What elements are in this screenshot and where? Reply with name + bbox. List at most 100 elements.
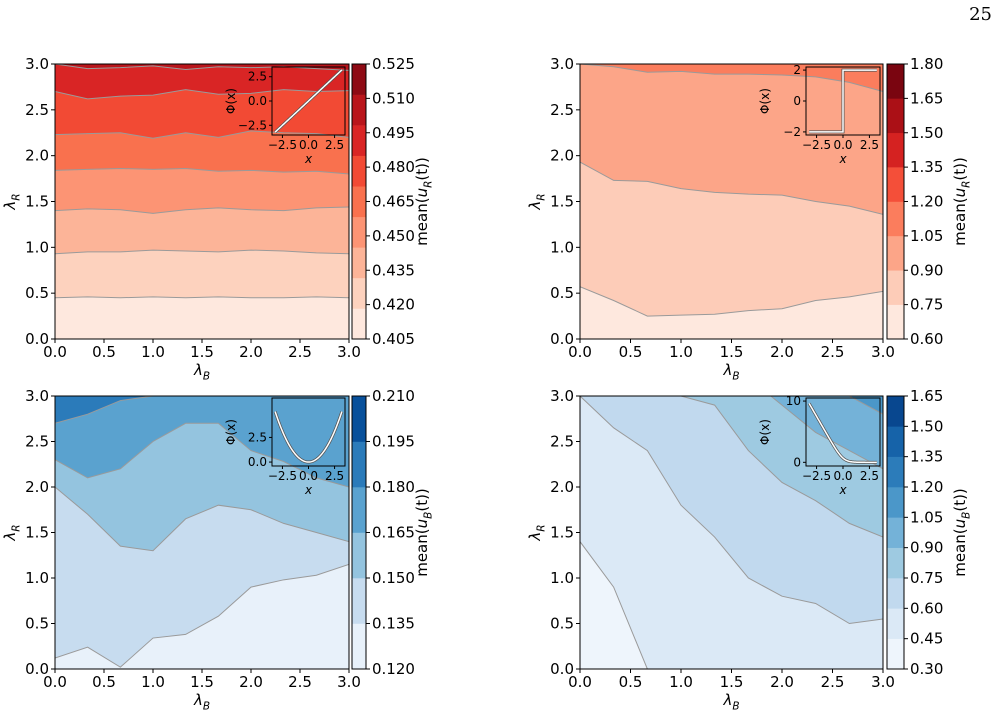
x-tick-label: 0.5: [619, 673, 643, 691]
y-tick-label: 0.0: [550, 330, 574, 348]
x-tick-label: 2.0: [770, 673, 794, 691]
y-tick-label: 0.0: [25, 330, 49, 348]
x-tick-label: 0.0: [43, 673, 67, 691]
colorbar-tick-label: 0.435: [372, 261, 415, 279]
colorbar-swatch: [352, 247, 366, 279]
colorbar-tick-label: 0.90: [910, 539, 943, 557]
x-tick-label: 0.0: [568, 673, 592, 691]
x-tick-label: 3.0: [337, 343, 361, 361]
colorbar-tick-label: 0.30: [910, 660, 943, 678]
y-axis-label: λR: [526, 524, 548, 541]
x-tick-label: 2.5: [288, 673, 312, 691]
inset-x-tick-label: −2.5: [268, 469, 297, 483]
y-tick-label: 2.0: [25, 478, 49, 496]
inset: −2.5 0.0 2.5 −2 0 2 x Φ(x): [758, 63, 881, 166]
x-tick-label: 1.0: [141, 343, 165, 361]
colorbar-swatch: [352, 155, 366, 187]
x-tick-label: 0.0: [568, 343, 592, 361]
colorbar-tick-label: 0.45: [910, 630, 943, 648]
colorbar-tick-label: 0.510: [372, 89, 415, 107]
colorbar-swatch: [352, 441, 366, 488]
inset-x-tick-label: −2.5: [268, 138, 297, 152]
y-tick-label: 1.5: [550, 524, 574, 542]
colorbar-label: mean(uR(t)): [951, 157, 973, 246]
x-tick-label: 0.0: [43, 343, 67, 361]
contour-line-4: [55, 130, 349, 139]
page-number: 25: [969, 4, 992, 25]
inset-y-tick-label: 0: [793, 455, 801, 469]
inset: −2.5 0.0 2.5 0.0 2.5 x Φ(x): [224, 397, 346, 497]
colorbar-swatch: [887, 547, 904, 579]
inset-y-tick-label: 2.5: [248, 70, 267, 84]
inset-curve: [808, 403, 877, 464]
y-tick-label: 1.0: [25, 569, 49, 587]
colorbar-tick-label: 0.465: [372, 193, 415, 211]
colorbar-swatch: [887, 426, 904, 457]
colorbar-tick-label: 1.50: [910, 124, 943, 142]
inset-curve: [274, 411, 343, 463]
contour-line-6: [55, 64, 349, 71]
colorbar-tick-label: 0.150: [372, 569, 415, 587]
panel-top-left: 0.0 0.5 1.0 1.5 2.0 2.5 3.0 0.0 0.5 1.0 1.5 2.0 2.5 3…: [1, 55, 435, 383]
contour-line-0: [55, 563, 349, 668]
colorbar-tick-label: 0.420: [372, 296, 415, 314]
y-tick-label: 0.5: [25, 284, 49, 302]
x-tick-label: 1.5: [190, 673, 214, 691]
contour-line-2: [580, 64, 883, 92]
x-tick-label: 1.0: [141, 673, 165, 691]
y-tick-label: 2.0: [550, 478, 574, 496]
y-tick-label: 3.0: [25, 55, 49, 73]
colorbar-tick-label: 0.450: [372, 227, 415, 245]
colorbar-label: mean(uR(t)): [413, 157, 435, 246]
colorbar: 0.60 0.75 0.90 1.05 1.20 1.35 1.50 1.65 1.80 mean…: [886, 55, 973, 348]
colorbar-tick-label: 1.20: [910, 193, 943, 211]
y-tick-label: 1.5: [550, 193, 574, 211]
x-axis-label: λB: [722, 691, 739, 713]
contour-line-2: [679, 396, 883, 538]
colorbar-tick-label: 0.75: [910, 296, 943, 314]
inset: −2.5 0.0 2.5 0 10 x Φ(x): [758, 394, 881, 497]
colorbar-label: mean(uB(t)): [951, 488, 973, 577]
colorbar-swatch: [352, 94, 366, 126]
y-axis-label: λR: [1, 193, 23, 210]
inset-x-tick-label: 0.0: [833, 469, 852, 483]
inset-x-tick-label: 0.0: [299, 138, 318, 152]
inset-x-label: x: [304, 152, 313, 166]
colorbar-swatch: [887, 608, 904, 639]
colorbar-tick-label: 0.60: [910, 599, 943, 617]
colorbar-tick-label: 1.65: [910, 387, 943, 405]
colorbar-swatch: [887, 64, 904, 99]
inset-y-label: Φ(x): [224, 419, 238, 445]
colorbar-tick-label: 0.210: [372, 387, 415, 405]
colorbar-swatch: [887, 456, 904, 488]
panel-top-right: 0.0 0.5 1.0 1.5 2.0 2.5 3.0 0.0 0.5 1.0 1.5 2.0 2.5 3…: [526, 55, 973, 383]
colorbar-swatch: [887, 638, 904, 670]
colorbar: 0.30 0.45 0.60 0.75 0.90 1.05 1.20 1.35 1.50 1.65…: [886, 387, 973, 678]
colorbar-frame: [886, 395, 905, 670]
colorbar-tick-label: 0.165: [372, 524, 415, 542]
colorbar-swatch: [352, 216, 366, 248]
colorbar-swatch: [887, 235, 904, 271]
y-tick-label: 2.5: [550, 101, 574, 119]
colorbar-tick-label: 1.05: [910, 508, 943, 526]
colorbar: 0.120 0.135 0.150 0.165 0.180 0.195 0.210 mean(…: [351, 387, 435, 678]
inset-y-label: Φ(x): [758, 88, 772, 114]
inset-y-tick-label: −2.5: [238, 118, 267, 132]
inset-x-label: x: [304, 483, 313, 497]
contour-band-7: [55, 64, 349, 71]
contour-line-3: [55, 396, 349, 424]
colorbar-swatch: [352, 277, 366, 309]
inset-x-tick-label: 2.5: [860, 469, 879, 483]
x-tick-label: 1.5: [720, 673, 744, 691]
colorbar-swatch: [352, 308, 366, 340]
x-tick-label: 0.5: [92, 343, 116, 361]
colorbar-swatch: [887, 304, 904, 340]
y-tick-label: 0.0: [550, 660, 574, 678]
colorbar-tick-label: 0.75: [910, 569, 943, 587]
contour-area: [580, 64, 883, 339]
colorbar-tick-label: 1.20: [910, 478, 943, 496]
colorbar-swatch: [352, 396, 366, 442]
x-tick-label: 2.0: [770, 343, 794, 361]
colorbar-swatch: [887, 517, 904, 548]
colorbar-tick-label: 0.120: [372, 660, 415, 678]
